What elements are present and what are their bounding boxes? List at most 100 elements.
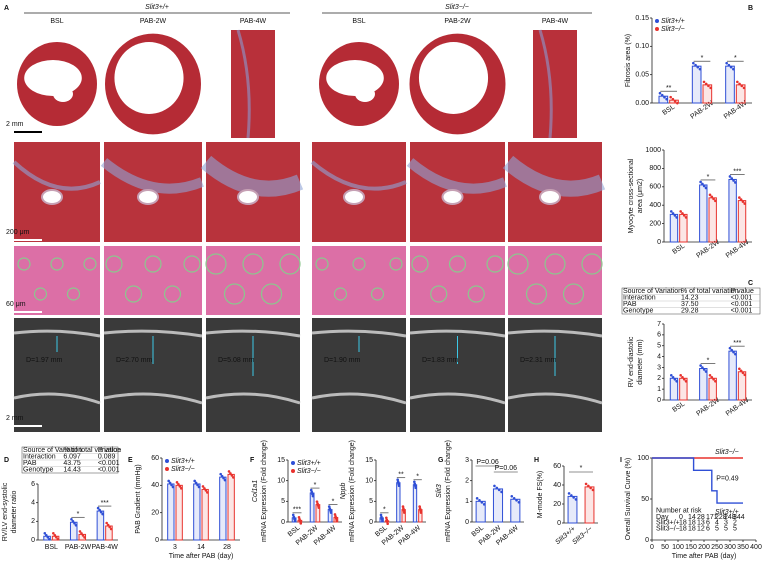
significance: * [707,174,710,181]
risk-table-cell: 4 [715,520,719,527]
significance: * [734,55,737,62]
panel-letter: F [250,457,255,464]
he-image [206,246,300,315]
myocyte [223,283,246,305]
bar [679,213,688,243]
genotype-header: Slit3+/+ [145,4,169,11]
y-tick-label: 2 [465,478,469,485]
significance: *** [733,340,741,347]
table-cell: Genotype [23,467,53,474]
data-dot [515,498,518,502]
data-dot [497,488,501,492]
echo-wall [409,329,506,405]
vessel [343,189,365,205]
data-dot [171,485,175,489]
data-dot [232,476,235,479]
scale-bar-label: 2 mm [6,121,24,128]
myocyte [411,255,429,273]
table-cell: 0.089 [98,454,116,461]
y-axis-label: diameter ratio [11,490,18,533]
data-dot [704,82,708,86]
data-dot [709,86,712,90]
data-dot [83,536,86,539]
data-dot [482,503,486,506]
x-tick-label: 250 [711,544,723,551]
column-label: PAB-4W [542,18,569,25]
legend-label: Slit3−/− [661,26,685,33]
data-dot [500,490,503,494]
bar [708,377,717,401]
scale-bar-label: 60 μm [6,301,26,308]
risk-table-cell: Slit3−/− [656,525,680,532]
data-dot [46,535,50,539]
y-axis-label: Nppb [340,483,347,500]
bar [691,65,702,104]
y-tick-label: 2 [657,375,661,382]
data-dot [223,478,227,482]
data-dot [665,97,668,101]
significance: * [314,482,317,489]
data-dot [702,368,706,371]
data-dot [658,91,662,95]
data-dot [101,512,104,516]
data-dot [316,504,320,507]
he-image [410,246,505,315]
data-dot [178,485,182,488]
x-tick-label: 300 [724,544,736,551]
y-tick-label: 15 [365,457,373,464]
data-dot [170,483,173,487]
data-dot [334,517,338,520]
y-tick-label: 5 [369,498,373,505]
myocyte [66,287,81,301]
echo-diameter: D=2.70 mm [116,357,153,364]
y-tick-label: 0 [465,519,469,526]
data-dot [106,523,110,527]
x-tick-label: PAB-4W [92,544,119,551]
data-dot [708,193,712,197]
data-dot [418,507,422,510]
data-dot [671,212,675,215]
data-dot [493,484,496,488]
legend-label: Slit3+/+ [171,458,195,465]
column-label: BSL [50,18,63,25]
data-dot [99,510,103,514]
data-dot [663,95,666,99]
myocyte [544,253,566,275]
echo-diameter: D=1.97 mm [26,357,63,364]
legend-marker [655,19,659,23]
data-dot [74,523,78,527]
data-dot [317,506,321,509]
panel-letter: C [748,280,753,287]
risk-table-cell: 18 [688,525,696,532]
risk-table-cell: 344 [733,514,745,521]
data-dot [743,202,747,205]
data-dot [704,186,708,190]
data-dot [55,535,58,539]
data-dot [413,480,416,484]
y-axis-label: Overall Survival Curve (%) [625,458,632,540]
y-tick-label: 3 [657,364,661,371]
y-axis-label: mRNA Expression (Fold change) [349,440,356,542]
data-dot [517,500,521,504]
table-cell: 43.75 [63,460,81,467]
data-dot [385,516,388,520]
x-axis-label: Time after PAB (day) [169,553,234,560]
data-dot [714,379,717,383]
y-tick-label: 0 [369,519,373,526]
bar [699,368,708,401]
data-dot [413,484,417,488]
table-cell: % of total variation [681,288,739,295]
y-tick-label: 5 [657,343,661,350]
legend-marker [291,461,295,465]
fibrosis-streak [236,29,251,139]
table-cell: % of total variation [63,447,121,454]
risk-table-cell: 5 [715,525,719,532]
bar [669,213,679,243]
collagen [12,160,101,191]
myocyte [562,283,585,305]
vessel [237,189,259,205]
data-dot [671,97,675,101]
data-dot [475,497,479,500]
table-cell: 6.097 [63,454,81,461]
data-dot [679,373,682,377]
